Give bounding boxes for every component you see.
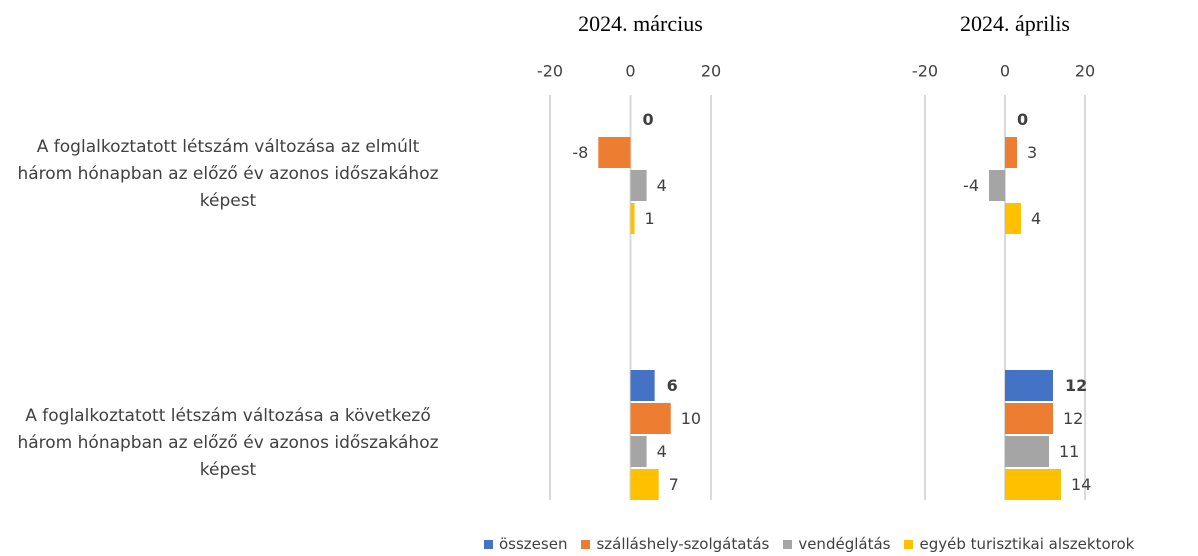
x-tick-label: 0 bbox=[625, 62, 635, 81]
data-label: 4 bbox=[657, 442, 667, 461]
data-label: 12 bbox=[1065, 376, 1087, 395]
bar bbox=[630, 469, 659, 500]
legend-item: szálláshely-szolgátatás bbox=[581, 535, 769, 553]
bar bbox=[598, 137, 631, 168]
data-label: 12 bbox=[1063, 409, 1083, 428]
data-label: -4 bbox=[963, 176, 979, 195]
data-label: 14 bbox=[1071, 475, 1091, 494]
x-tick-label: 20 bbox=[1075, 62, 1095, 81]
legend-label: szálláshely-szolgátatás bbox=[596, 535, 770, 553]
bar bbox=[1005, 370, 1053, 401]
data-label: 1 bbox=[645, 209, 655, 228]
x-tick-label: 0 bbox=[1000, 62, 1010, 81]
data-label: 0 bbox=[1017, 110, 1028, 129]
x-tick-label: -20 bbox=[912, 62, 938, 81]
x-tick-label: 20 bbox=[701, 62, 721, 81]
panel-title: 2024. április bbox=[960, 11, 1070, 36]
panel-title: 2024. március bbox=[578, 11, 703, 36]
bar bbox=[630, 170, 647, 201]
data-label: 10 bbox=[681, 409, 701, 428]
bar bbox=[1005, 469, 1061, 500]
bar bbox=[630, 203, 635, 234]
legend-item: vendéglátás bbox=[783, 535, 890, 553]
legend-label: vendéglátás bbox=[798, 535, 891, 553]
category-label: A foglalkoztatott létszám változása a kö… bbox=[17, 406, 439, 480]
bar bbox=[1005, 436, 1049, 467]
bar bbox=[630, 436, 647, 467]
bar bbox=[630, 403, 671, 434]
legend-item: egyéb turisztikai alszektorok bbox=[904, 535, 1134, 553]
legend-swatch bbox=[581, 540, 591, 549]
x-tick-label: -20 bbox=[537, 62, 563, 81]
data-label: 0 bbox=[643, 110, 654, 129]
bar bbox=[1005, 403, 1053, 434]
data-label: 7 bbox=[669, 475, 679, 494]
data-label: 4 bbox=[657, 176, 667, 195]
category-label: A foglalkoztatott létszám változása az e… bbox=[17, 137, 439, 211]
data-label: 6 bbox=[667, 376, 678, 395]
data-label: 11 bbox=[1059, 442, 1079, 461]
legend-label: egyéb turisztikai alszektorok bbox=[919, 535, 1135, 553]
legend-swatch bbox=[904, 540, 914, 549]
legend-swatch bbox=[783, 540, 793, 549]
bar bbox=[989, 170, 1005, 201]
bar bbox=[1005, 203, 1021, 234]
data-label: 4 bbox=[1031, 209, 1041, 228]
legend-item: összesen bbox=[484, 535, 567, 553]
bar bbox=[630, 370, 655, 401]
legend-label: összesen bbox=[499, 535, 568, 553]
bar bbox=[1005, 137, 1017, 168]
legend-swatch bbox=[484, 540, 493, 549]
legend: összesen szálláshely-szolgátatás vendéglát… bbox=[484, 535, 1134, 553]
data-label: 3 bbox=[1027, 143, 1037, 162]
data-label: -8 bbox=[572, 143, 588, 162]
